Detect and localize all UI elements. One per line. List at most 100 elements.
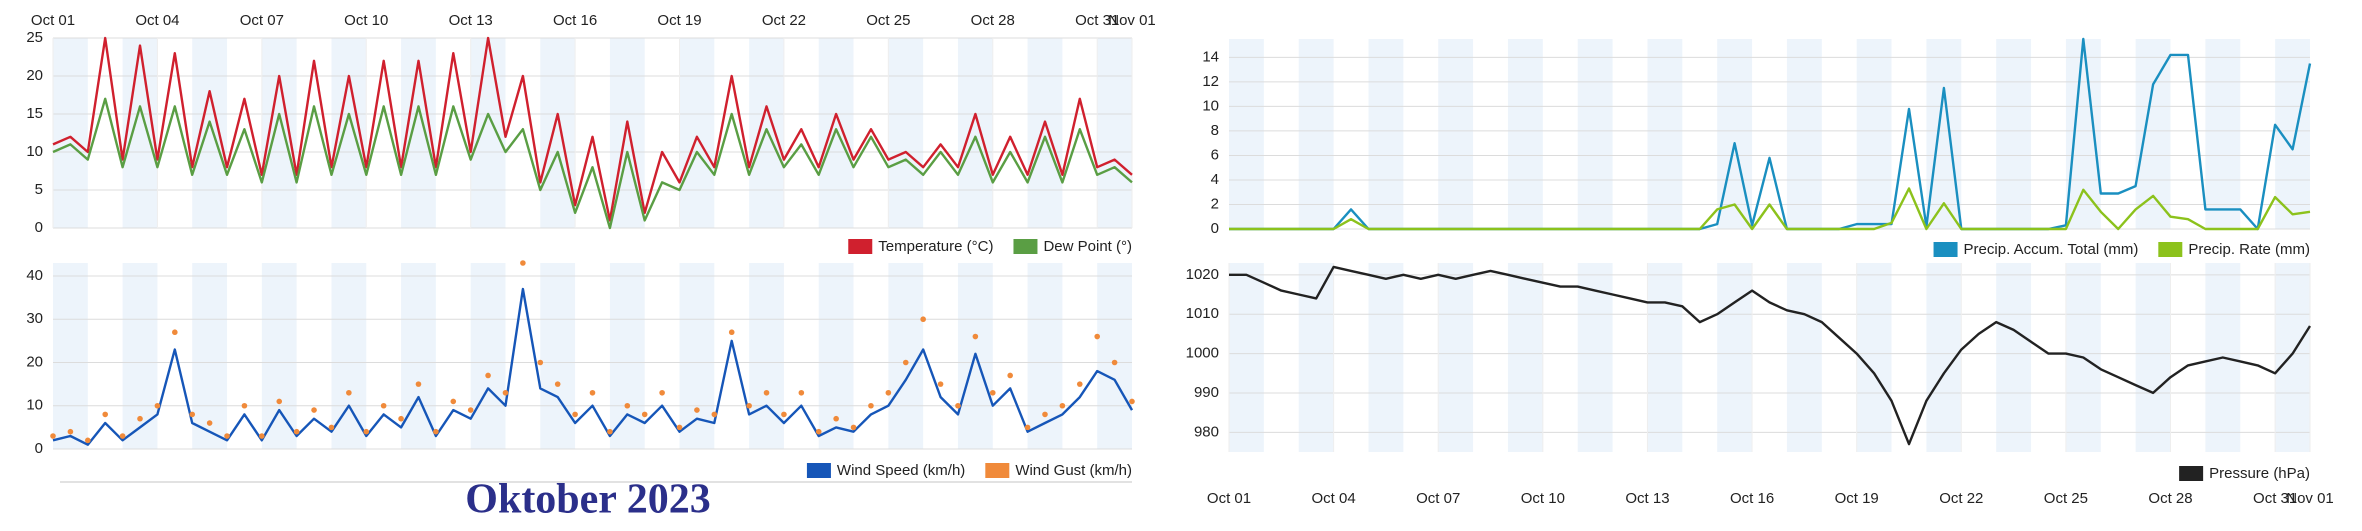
y-tick-label: 20 bbox=[26, 353, 43, 370]
gust-point bbox=[206, 420, 213, 426]
gust-point bbox=[607, 428, 613, 435]
day-band bbox=[679, 38, 715, 228]
gust-point bbox=[433, 428, 439, 435]
gust-point bbox=[798, 389, 805, 396]
y-tick-label: 30 bbox=[26, 310, 43, 327]
gust-point bbox=[955, 402, 961, 409]
gust-point bbox=[1111, 359, 1118, 366]
day-band bbox=[888, 263, 924, 449]
y-tick-label: 40 bbox=[26, 267, 43, 284]
x-tick-label: Oct 22 bbox=[1939, 490, 1983, 507]
day-band bbox=[53, 38, 88, 228]
gust-point bbox=[485, 372, 491, 379]
gust-point bbox=[189, 411, 196, 418]
legend-label: Wind Speed (km/h) bbox=[837, 462, 965, 479]
x-tick-label: Oct 16 bbox=[1730, 490, 1774, 507]
gust-point bbox=[902, 359, 909, 366]
x-tick-label: Oct 19 bbox=[657, 12, 701, 29]
gust-point bbox=[102, 411, 109, 418]
x-tick-label: Oct 22 bbox=[762, 12, 806, 29]
day-band bbox=[609, 263, 645, 449]
gust-point bbox=[833, 415, 839, 422]
y-tick-label: 0 bbox=[35, 219, 43, 236]
day-band bbox=[1027, 38, 1063, 228]
legend-label: Wind Gust (km/h) bbox=[1015, 462, 1132, 479]
day-band bbox=[1577, 263, 1613, 452]
x-tick-label: Oct 31 bbox=[1075, 12, 1119, 29]
legend-label: Dew Point (°) bbox=[1043, 238, 1132, 255]
x-tick-label: Oct 25 bbox=[866, 12, 910, 29]
gust-point bbox=[311, 407, 317, 413]
gust-point bbox=[641, 411, 648, 418]
day-band bbox=[261, 263, 297, 449]
day-band bbox=[540, 38, 576, 228]
gust-point bbox=[502, 389, 509, 396]
day-band bbox=[1298, 263, 1334, 452]
day-band bbox=[470, 263, 506, 449]
gust-point bbox=[467, 407, 474, 413]
gust-point bbox=[989, 389, 996, 396]
gust-point bbox=[450, 398, 457, 405]
gust-point bbox=[694, 407, 700, 413]
gust-point bbox=[172, 329, 178, 336]
day-band bbox=[1097, 263, 1132, 449]
x-tick-label: Oct 25 bbox=[2044, 490, 2088, 507]
gust-point bbox=[763, 389, 770, 396]
gust-point bbox=[885, 389, 892, 396]
series-line bbox=[52, 36, 1133, 222]
day-band bbox=[1438, 39, 1474, 229]
gust-point bbox=[728, 329, 735, 336]
legend-swatch bbox=[1013, 239, 1038, 254]
legend-swatch bbox=[806, 463, 831, 478]
legend-swatch bbox=[1933, 242, 1958, 257]
legend-label: Precip. Accum. Total (mm) bbox=[1964, 241, 2139, 258]
x-tick-label: Oct 13 bbox=[449, 12, 493, 29]
gust-point bbox=[850, 424, 857, 431]
legend-swatch bbox=[2179, 466, 2204, 481]
gust-point bbox=[224, 433, 230, 439]
day-band bbox=[957, 38, 993, 228]
gust-point bbox=[1059, 402, 1066, 409]
day-band bbox=[1368, 263, 1404, 452]
day-band bbox=[2135, 263, 2171, 452]
day-band bbox=[888, 38, 924, 228]
gust-point bbox=[1094, 333, 1100, 340]
gust-point bbox=[415, 381, 422, 387]
y-tick-label: 2 bbox=[1211, 195, 1219, 212]
day-band bbox=[470, 38, 506, 228]
day-band bbox=[1507, 263, 1543, 452]
gust-point bbox=[676, 424, 683, 431]
x-tick-label: Oct 04 bbox=[135, 12, 179, 29]
gust-point bbox=[1129, 398, 1135, 405]
y-tick-label: 14 bbox=[1202, 48, 1219, 65]
gust-point bbox=[154, 402, 161, 409]
gust-point bbox=[380, 402, 387, 409]
day-band bbox=[1229, 39, 1264, 229]
gust-point bbox=[1042, 411, 1048, 418]
series-line bbox=[52, 287, 1134, 446]
gust-point bbox=[1024, 424, 1031, 431]
x-tick-label: Oct 10 bbox=[1521, 490, 1565, 507]
x-tick-label: Oct 16 bbox=[553, 12, 597, 29]
day-band bbox=[1996, 263, 2032, 452]
day-band bbox=[1647, 39, 1683, 229]
gust-point bbox=[241, 402, 248, 409]
gust-point bbox=[85, 437, 91, 444]
gust-point bbox=[398, 415, 404, 422]
y-tick-label: 990 bbox=[1194, 384, 1219, 401]
day-band bbox=[192, 38, 228, 228]
gust-point bbox=[346, 389, 352, 396]
day-band bbox=[122, 38, 158, 228]
day-band bbox=[749, 263, 784, 449]
gust-point bbox=[815, 428, 822, 435]
y-tick-label: 1020 bbox=[1186, 266, 1219, 283]
gust-point bbox=[67, 428, 74, 435]
x-tick-label: Oct 01 bbox=[31, 12, 75, 29]
y-tick-label: 10 bbox=[26, 397, 43, 414]
day-band bbox=[1368, 39, 1404, 229]
x-tick-label: Nov 01 bbox=[2286, 490, 2334, 507]
x-tick-label: Oct 13 bbox=[1625, 490, 1669, 507]
y-tick-label: 25 bbox=[26, 29, 43, 46]
y-tick-label: 10 bbox=[1202, 97, 1219, 114]
